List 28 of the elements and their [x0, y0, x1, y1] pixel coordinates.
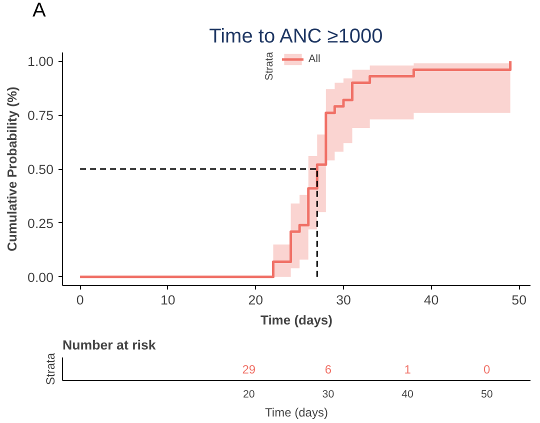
x-tick-label: 50	[512, 292, 526, 308]
text: A	[32, 0, 46, 22]
legend-title: Strata	[264, 52, 276, 80]
y-axis-title: Cumulative Probability (%)	[4, 86, 20, 252]
legend-label: All	[308, 52, 322, 66]
x-tick-label: 30	[322, 388, 334, 400]
y-tick-label: 0.75	[28, 108, 54, 124]
data-label: 0	[484, 362, 491, 376]
y-tick-label: 0.00	[28, 270, 54, 285]
y-axis-title: Strata	[44, 352, 58, 386]
x-axis-title: Time (days)	[265, 406, 328, 420]
chart-title: Number at risk	[62, 338, 156, 352]
chart-title: Time to ANC ≥1000	[209, 26, 383, 48]
x-tick-label: 50	[480, 388, 493, 400]
y-tick-label: 0.25	[28, 216, 54, 231]
x-tick-label: 30	[336, 292, 351, 308]
data-label: 29	[242, 362, 256, 376]
data-label: 1	[404, 362, 412, 376]
x-tick-label: 0	[76, 292, 84, 308]
x-tick-label: 20	[248, 292, 264, 308]
x-axis-title: Time (days)	[260, 312, 333, 328]
x-tick-label: 40	[402, 388, 414, 400]
y-tick-label: 0.50	[28, 162, 54, 177]
y-tick-label: 1.00	[28, 54, 54, 70]
x-tick-label: 20	[242, 388, 255, 400]
x-tick-label: 40	[424, 292, 439, 308]
data-label: 6	[324, 362, 332, 376]
x-tick-label: 10	[160, 292, 176, 308]
